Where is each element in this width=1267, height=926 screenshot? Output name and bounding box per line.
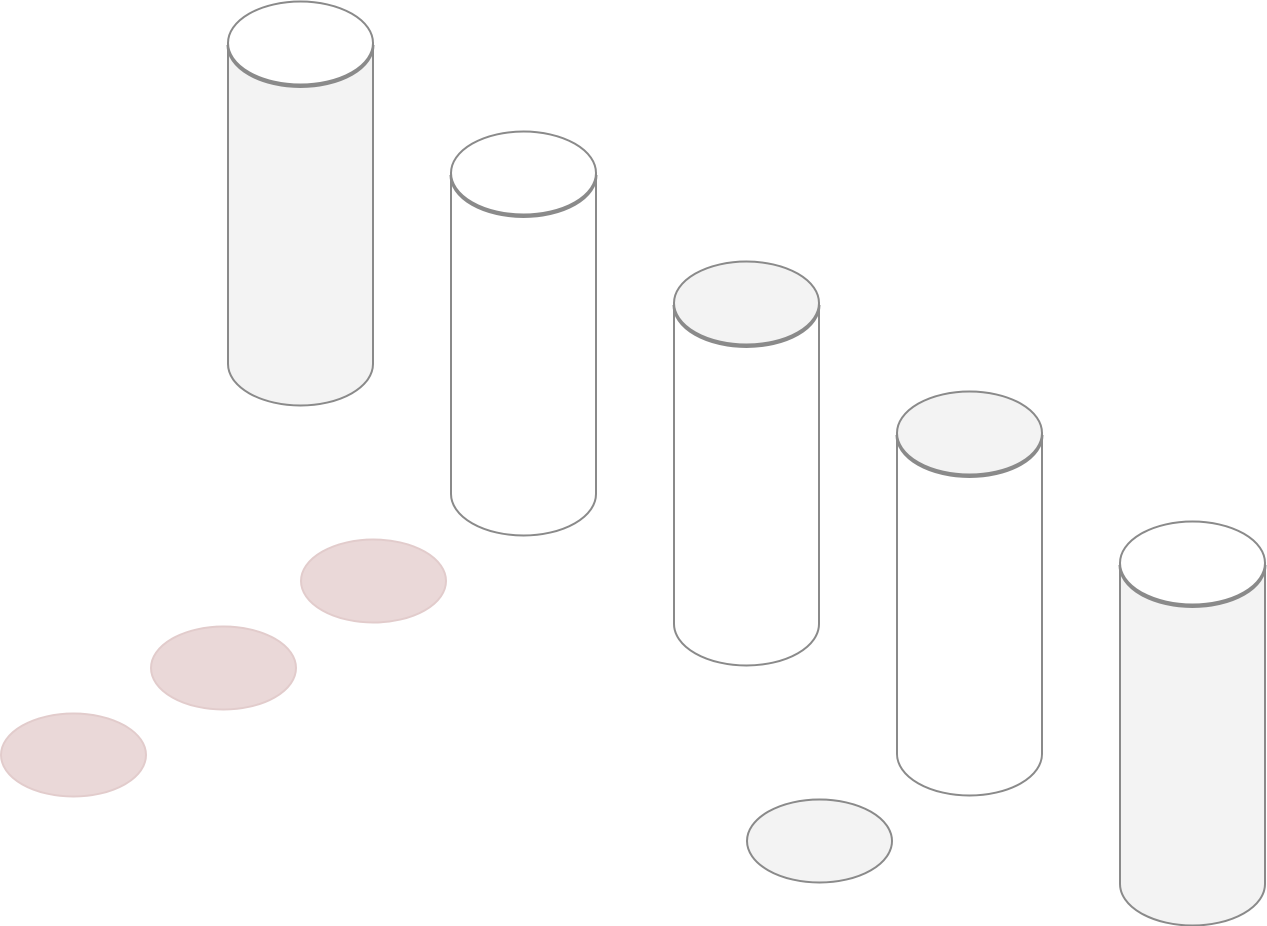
cylinder-5-rim xyxy=(1118,564,1267,608)
cylinder-3-rim xyxy=(672,304,821,348)
cylinder-5 xyxy=(1118,520,1267,926)
cylinder-3-body xyxy=(673,302,820,667)
cylinder-1-body xyxy=(227,42,374,407)
disk-pink-1 xyxy=(300,538,447,624)
cylinder-3-top xyxy=(673,260,820,346)
cylinder-4-top xyxy=(896,390,1043,476)
cylinder-1-rim xyxy=(226,44,375,88)
disks-layer xyxy=(0,538,893,884)
cylinder-5-body xyxy=(1119,562,1266,926)
cylinder-2 xyxy=(449,130,598,537)
cylinder-4-body xyxy=(896,432,1043,797)
cylinder-2-top xyxy=(450,130,597,216)
cylinders-layer xyxy=(226,0,1267,926)
disk-gray-1 xyxy=(746,798,893,884)
cylinder-2-body xyxy=(450,172,597,537)
disk-pink-2 xyxy=(150,625,297,711)
cylinder-2-rim xyxy=(449,174,598,218)
cylinder-4 xyxy=(895,390,1044,797)
cylinder-1-top xyxy=(227,0,374,86)
cylinder-5-top xyxy=(1119,520,1266,606)
disk-pink-3 xyxy=(0,712,147,798)
cylinder-4-rim xyxy=(895,434,1044,478)
cylinder-3 xyxy=(672,260,821,667)
cylinder-1 xyxy=(226,0,375,407)
